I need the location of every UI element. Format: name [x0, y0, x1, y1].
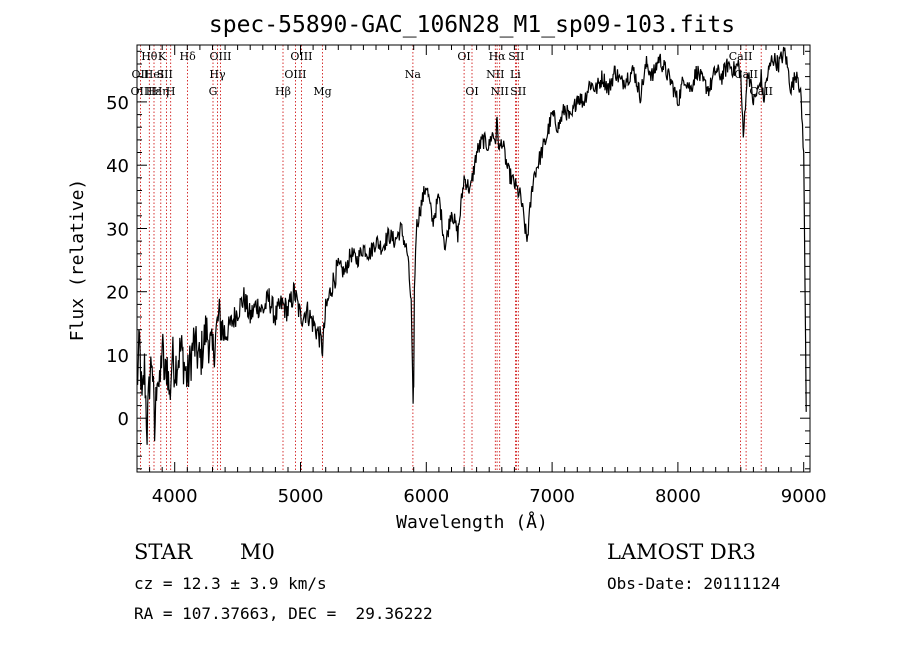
- line-label: Mg: [313, 85, 331, 98]
- x-tick-label: 4000: [152, 486, 198, 507]
- x-tick-label: 6000: [403, 486, 449, 507]
- line-label: HeI: [144, 68, 164, 81]
- x-tick-label: 9000: [781, 486, 827, 507]
- ra-dec-coords: RA = 107.37663, DEC = 29.36222: [134, 604, 433, 623]
- line-label: CaII: [734, 68, 758, 81]
- line-label: H: [166, 85, 176, 98]
- y-axis-label: Flux (relative): [67, 179, 88, 342]
- line-label: K: [158, 50, 167, 63]
- emission-line-markers: [139, 45, 762, 472]
- x-axis-ticks: 4000 5000 6000 7000 8000 9000: [136, 45, 827, 507]
- line-label: SII: [508, 50, 524, 63]
- line-label: Hη: [153, 85, 169, 98]
- y-axis-ticks: 0 10 20 30 40 50: [106, 50, 810, 470]
- y-tick-label: 10: [106, 346, 129, 367]
- line-label: Hγ: [209, 68, 226, 81]
- x-tick-label: 7000: [529, 486, 575, 507]
- line-label: Li: [510, 68, 521, 81]
- plot-frame: [136, 44, 811, 473]
- x-tick-label: 5000: [278, 486, 324, 507]
- y-tick-label: 0: [118, 409, 129, 430]
- line-label: Hβ: [275, 85, 291, 98]
- x-tick-label: 8000: [655, 486, 701, 507]
- line-label: SII: [157, 68, 173, 81]
- obs-date: Obs-Date: 20111124: [607, 574, 781, 593]
- line-label: SII: [510, 85, 526, 98]
- object-subclass: M0: [240, 540, 275, 564]
- line-label: OII: [132, 68, 150, 81]
- line-label: CaII: [729, 50, 753, 63]
- chart-title: spec-55890-GAC_106N28_M1_sp09-103.fits: [209, 12, 735, 38]
- x-axis-label: Wavelength (Å): [396, 511, 548, 533]
- y-tick-label: 50: [106, 93, 129, 114]
- line-label: NII: [486, 68, 504, 81]
- line-label: Na: [405, 68, 422, 81]
- line-label: NII: [491, 85, 509, 98]
- line-label: Hθ: [141, 50, 158, 63]
- survey-name: LAMOST DR3: [607, 540, 756, 564]
- line-label: Hδ: [179, 50, 196, 63]
- y-tick-label: 20: [106, 283, 129, 304]
- line-label: OIII: [284, 68, 306, 81]
- redshift-cz: cz = 12.3 ± 3.9 km/s: [134, 574, 327, 593]
- line-label: Hε: [146, 85, 162, 98]
- line-label: OIII: [130, 85, 152, 98]
- line-label: OIII: [290, 50, 312, 63]
- line-label: OI: [465, 85, 478, 98]
- line-label: Hα: [489, 50, 507, 63]
- spectrum-line: [136, 46, 807, 445]
- line-label: CaII: [749, 85, 773, 98]
- y-tick-label: 40: [106, 156, 129, 177]
- line-label: OI: [457, 50, 470, 63]
- y-tick-label: 30: [106, 220, 129, 241]
- object-class: STAR: [134, 540, 193, 564]
- line-label: OIII: [209, 50, 231, 63]
- line-label: G: [209, 85, 218, 98]
